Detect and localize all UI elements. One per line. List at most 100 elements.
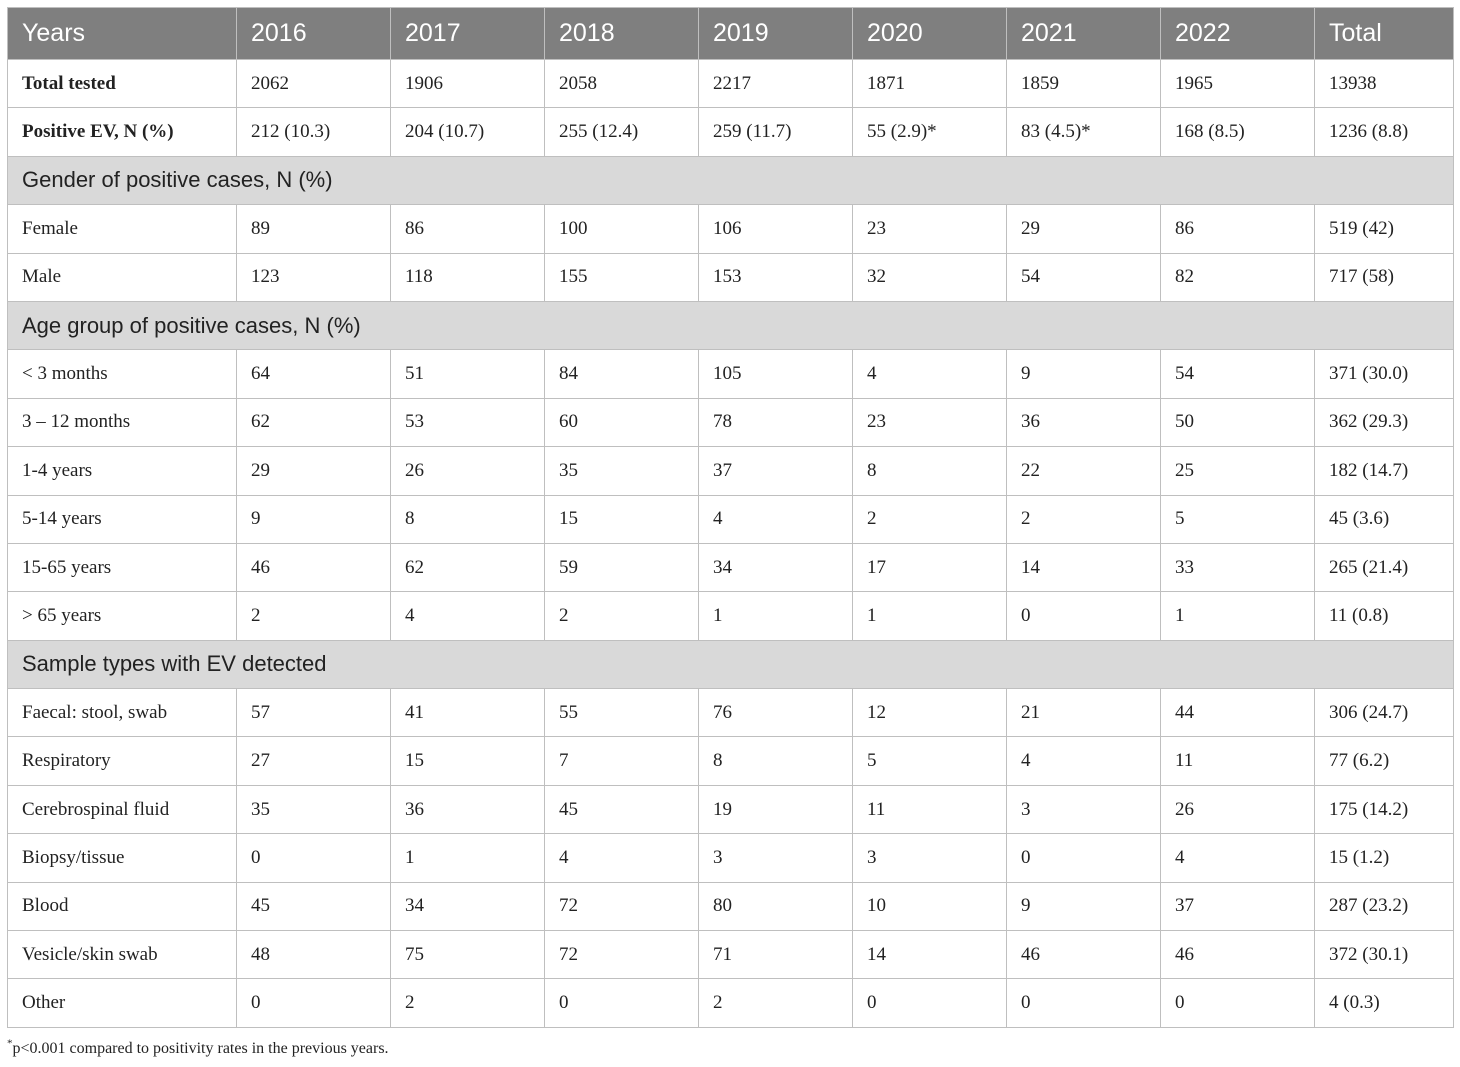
table-cell: 26: [390, 446, 545, 496]
table-cell: 84: [544, 349, 699, 399]
table-cell: 22: [1006, 446, 1161, 496]
row-label: Respiratory: [7, 736, 237, 786]
table-cell: 0: [1006, 978, 1161, 1028]
table-cell: 29: [236, 446, 391, 496]
table-cell: 362 (29.3): [1314, 397, 1454, 448]
table-cell: 32: [852, 252, 1007, 302]
table-cell: 0: [1006, 591, 1161, 641]
table-cell: 2: [236, 591, 391, 641]
table-cell: 4: [1006, 736, 1161, 786]
table-cell: 59: [544, 542, 699, 593]
row-label: Positive EV, N (%): [7, 107, 237, 157]
table-cell: 37: [698, 446, 853, 496]
row-label: < 3 months: [7, 349, 237, 399]
row-label: Blood: [7, 881, 237, 932]
table-row: Male 123 118 155 153 32 54 82 717 (58): [7, 252, 1454, 302]
table-cell: 1871: [852, 58, 1007, 109]
table-cell: 717 (58): [1314, 252, 1454, 302]
table-cell: 306 (24.7): [1314, 688, 1454, 738]
table-cell: 153: [698, 252, 853, 302]
section-label: Gender of positive cases, N (%): [7, 155, 1454, 206]
table-row: 15-65 years 46 62 59 34 17 14 33 265 (21.4): [7, 542, 1454, 593]
table-cell: 9: [236, 494, 391, 544]
table-cell: 255 (12.4): [544, 107, 699, 157]
table-row: Faecal: stool, swab 57 41 55 76 12 21 44 306 (24…: [7, 688, 1454, 738]
table-cell: 14: [852, 930, 1007, 980]
header-year-2018: 2018: [544, 7, 699, 60]
table-cell: 36: [390, 784, 545, 835]
table-cell: 41: [390, 688, 545, 738]
table-cell: 2: [390, 978, 545, 1028]
header-year-2017: 2017: [390, 7, 545, 60]
table-cell: 11 (0.8): [1314, 591, 1454, 641]
row-label: Other: [7, 978, 237, 1028]
table-cell: 1236 (8.8): [1314, 107, 1454, 157]
row-label: Faecal: stool, swab: [7, 688, 237, 738]
table-row: Blood 45 34 72 80 10 9 37 287 (23.2): [7, 881, 1454, 932]
row-label: Cerebrospinal fluid: [7, 784, 237, 835]
table-cell: 55 (2.9)*: [852, 107, 1007, 157]
table-cell: 89: [236, 204, 391, 254]
table-cell: 29: [1006, 204, 1161, 254]
table-row: 1-4 years 29 26 35 37 8 22 25 182 (14.7): [7, 446, 1454, 496]
table-cell: 259 (11.7): [698, 107, 853, 157]
table-cell: 23: [852, 397, 1007, 448]
table-row: > 65 years 2 4 2 1 1 0 1 11 (0.8): [7, 591, 1454, 641]
table-cell: 123: [236, 252, 391, 302]
row-label: Male: [7, 252, 237, 302]
table-cell: 2062: [236, 58, 391, 109]
footnote-text: p<0.001 compared to positivity rates in …: [12, 1040, 389, 1057]
table-cell: 1: [852, 591, 1007, 641]
table-cell: 53: [390, 397, 545, 448]
table-cell: 0: [236, 833, 391, 883]
table-cell: 23: [852, 204, 1007, 254]
table-cell: 45: [236, 881, 391, 932]
table-cell: 1: [1160, 591, 1315, 641]
table-cell: 5: [1160, 494, 1315, 544]
table-row: < 3 months 64 51 84 105 4 9 54 371 (30.0): [7, 349, 1454, 399]
table-cell: 168 (8.5): [1160, 107, 1315, 157]
table-row: 5-14 years 9 8 15 4 2 2 5 45 (3.6): [7, 494, 1454, 544]
row-label: > 65 years: [7, 591, 237, 641]
table-cell: 25: [1160, 446, 1315, 496]
section-header-row: Age group of positive cases, N (%): [7, 300, 1454, 351]
table-cell: 0: [236, 978, 391, 1028]
table-cell: 50: [1160, 397, 1315, 448]
table-cell: 100: [544, 204, 699, 254]
table-cell: 19: [698, 784, 853, 835]
table-cell: 21: [1006, 688, 1161, 738]
table-row: 3 – 12 months 62 53 60 78 23 36 50 362 (29.3): [7, 397, 1454, 448]
table-cell: 2: [852, 494, 1007, 544]
table-cell: 46: [1160, 930, 1315, 980]
header-year-2022: 2022: [1160, 7, 1315, 60]
table-cell: 34: [390, 881, 545, 932]
table-cell: 2217: [698, 58, 853, 109]
table-cell: 0: [1160, 978, 1315, 1028]
table-cell: 8: [698, 736, 853, 786]
table-cell: 3: [698, 833, 853, 883]
table-cell: 8: [852, 446, 1007, 496]
table-cell: 45 (3.6): [1314, 494, 1454, 544]
table-cell: 0: [544, 978, 699, 1028]
table-cell: 212 (10.3): [236, 107, 391, 157]
table-row: Other 0 2 0 2 0 0 0 4 (0.3): [7, 978, 1454, 1028]
table-cell: 106: [698, 204, 853, 254]
table-cell: 15: [544, 494, 699, 544]
table-cell: 9: [1006, 881, 1161, 932]
header-total: Total: [1314, 7, 1454, 60]
table-cell: 34: [698, 542, 853, 593]
table-cell: 287 (23.2): [1314, 881, 1454, 932]
table-cell: 11: [852, 784, 1007, 835]
table-cell: 64: [236, 349, 391, 399]
table-cell: 55: [544, 688, 699, 738]
row-label: 15-65 years: [7, 542, 237, 593]
table-cell: 37: [1160, 881, 1315, 932]
table-cell: 48: [236, 930, 391, 980]
table-cell: 86: [1160, 204, 1315, 254]
row-label: 5-14 years: [7, 494, 237, 544]
table-cell: 46: [1006, 930, 1161, 980]
header-row: Years 2016 2017 2018 2019 2020 2021 2022 Total: [7, 7, 1454, 60]
table-cell: 4: [1160, 833, 1315, 883]
table-cell: 60: [544, 397, 699, 448]
table-cell: 72: [544, 930, 699, 980]
